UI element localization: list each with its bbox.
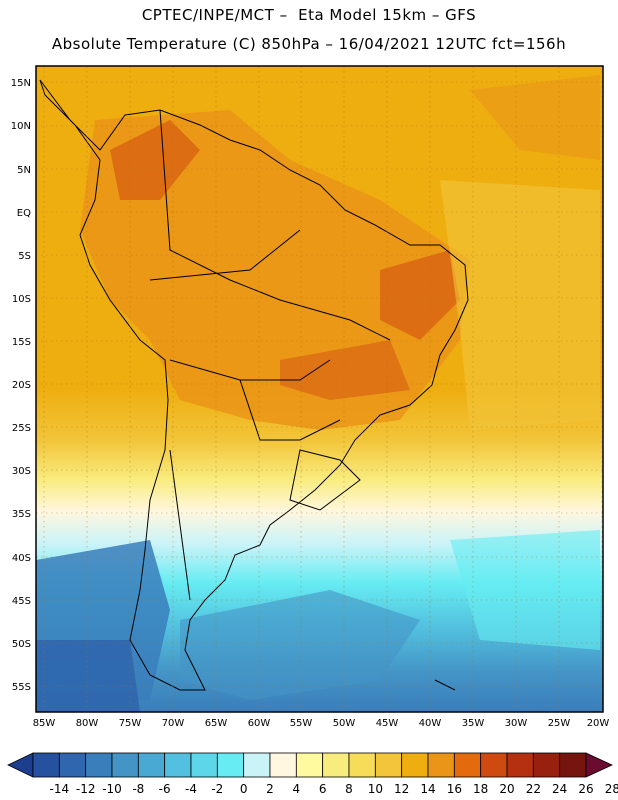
lon-label: 75W — [119, 718, 142, 729]
colorbar-swatch — [190, 752, 218, 778]
colorbar-swatch — [58, 752, 87, 778]
lon-label: 85W — [33, 718, 56, 729]
colorbar-label: -14 — [50, 782, 70, 796]
colorbar-label: -2 — [211, 782, 223, 796]
colorbar-label: -6 — [159, 782, 171, 796]
lon-label: 65W — [205, 718, 228, 729]
lat-label: 55S — [12, 682, 31, 693]
colorbar-swatch — [532, 752, 561, 778]
colorbar-label: 8 — [345, 782, 353, 796]
lat-label: 10N — [11, 121, 31, 132]
latitude-axis: 15N 10N 5N EQ 5S 10S 15S 20S 25S 30S 35S… — [11, 78, 31, 693]
color-scale-legend: -14 -12 -10 -8 -6 -4 -2 0 2 4 6 8 10 12 14 16 18 20 22 24 26… — [7, 752, 618, 796]
colorbar-swatch — [559, 752, 587, 778]
lon-label: 80W — [76, 718, 99, 729]
lat-label: 40S — [12, 553, 31, 564]
lat-label: 15N — [11, 78, 31, 89]
colorbar-swatch — [401, 752, 429, 778]
lat-label: 50S — [12, 639, 31, 650]
lat-label: 30S — [12, 466, 31, 477]
colorbar-label: 28 — [605, 782, 618, 796]
temperature-map: 15N 10N 5N EQ 5S 10S 15S 20S 25S 30S 35S… — [11, 65, 610, 729]
colorbar-label: 6 — [319, 782, 327, 796]
colorbar-label: 26 — [578, 782, 593, 796]
colorbar-label: -10 — [102, 782, 122, 796]
colorbar-label: 18 — [473, 782, 488, 796]
colorbar-label: 14 — [420, 782, 435, 796]
colorbar-label: 10 — [368, 782, 383, 796]
lat-label: 5S — [18, 251, 31, 262]
colorbar-label: 24 — [552, 782, 567, 796]
longitude-axis: 85W 80W 75W 70W 65W 60W 55W 50W 45W 40W … — [33, 718, 610, 729]
colorbar-swatch — [322, 752, 350, 778]
lat-label: EQ — [17, 208, 31, 219]
colorbar-label: -8 — [132, 782, 144, 796]
colorbar-label: -4 — [185, 782, 197, 796]
colorbar-max-arrow — [585, 752, 613, 778]
title-line-2: Absolute Temperature (C) 850hPa – 16/04/… — [51, 35, 567, 53]
colorbar-swatch — [480, 752, 508, 778]
colorbar-swatch — [111, 752, 139, 778]
lon-label: 20W — [587, 718, 610, 729]
title-line-1: CPTEC/INPE/MCT – Eta Model 15km – GFS — [141, 6, 477, 24]
colorbar-swatch — [374, 752, 403, 778]
lon-label: 35W — [462, 718, 485, 729]
lat-label: 10S — [12, 294, 31, 305]
colorbar-swatch — [216, 752, 245, 778]
lat-label: 35S — [12, 509, 31, 520]
lat-label: 25S — [12, 423, 31, 434]
colorbar-swatch — [427, 752, 455, 778]
map-frame — [35, 65, 604, 713]
colorbar-swatch — [164, 752, 192, 778]
colorbar-swatch — [348, 752, 376, 778]
colorbar-label: 16 — [447, 782, 462, 796]
lon-label: 45W — [376, 718, 399, 729]
colorbar-label: 2 — [266, 782, 274, 796]
colorbar-swatch — [85, 752, 113, 778]
temperature-field — [36, 66, 603, 712]
lat-label: 45S — [12, 596, 31, 607]
colorbar-label: 22 — [526, 782, 541, 796]
colorbar-swatch — [506, 752, 534, 778]
lon-label: 25W — [548, 718, 571, 729]
colorbar-label: 20 — [499, 782, 514, 796]
lat-label: 20S — [12, 380, 31, 391]
colorbar-label: 12 — [394, 782, 409, 796]
lat-label: 15S — [12, 337, 31, 348]
colorbar-min-arrow — [7, 752, 34, 778]
colorbar-label: 4 — [293, 782, 301, 796]
lon-label: 40W — [419, 718, 442, 729]
lat-label: 5N — [17, 165, 31, 176]
colorbar-label: 0 — [240, 782, 248, 796]
lon-label: 60W — [248, 718, 271, 729]
colorbar-swatch — [269, 752, 297, 778]
lon-label: 70W — [162, 718, 185, 729]
coastlines — [39, 79, 469, 691]
colorbar-swatch — [295, 752, 324, 778]
colorbar-swatch — [243, 752, 271, 778]
colorbar-swatch — [453, 752, 482, 778]
lon-label: 30W — [505, 718, 528, 729]
lon-label: 50W — [333, 718, 356, 729]
colorbar-swatch — [32, 752, 60, 778]
lon-label: 55W — [290, 718, 313, 729]
colorbar-swatch — [137, 752, 166, 778]
colorbar-label: -12 — [76, 782, 96, 796]
